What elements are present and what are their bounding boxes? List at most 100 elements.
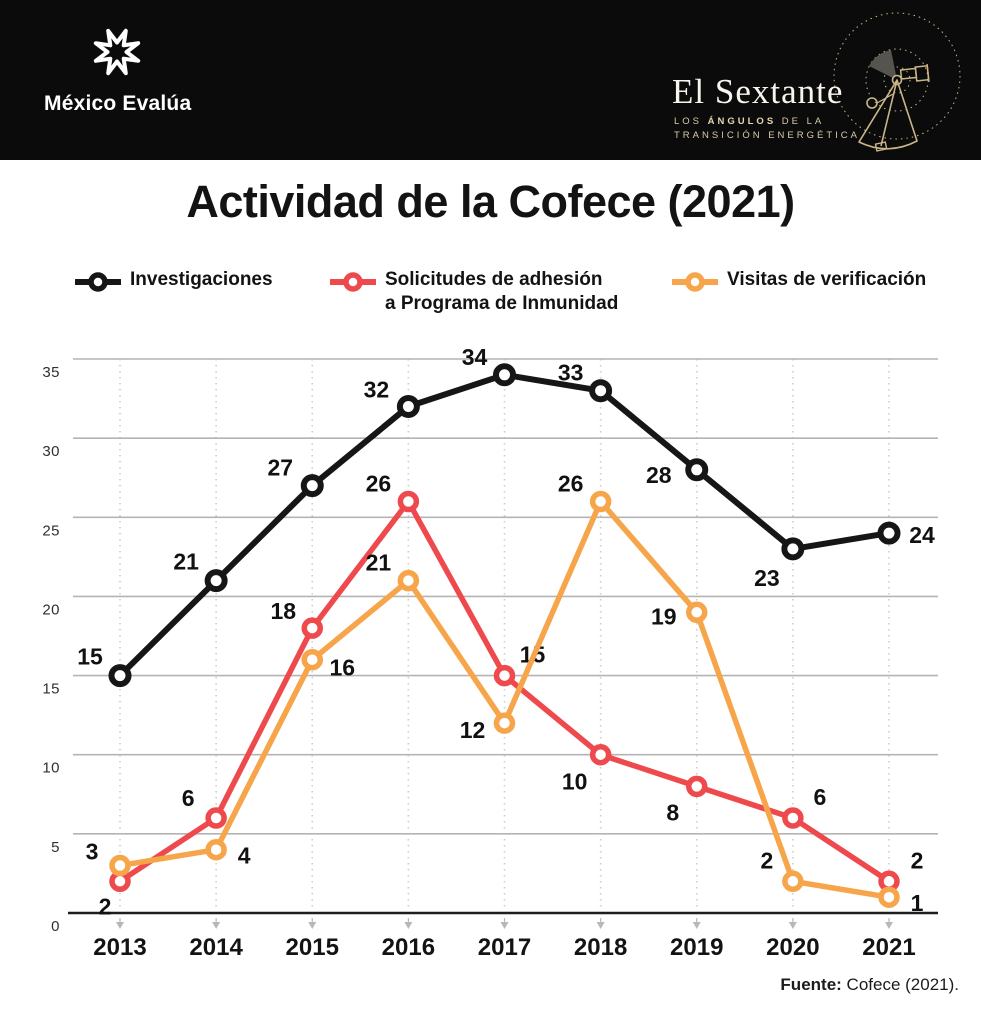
legend-label: Solicitudes de adhesión a Programa de In… xyxy=(385,269,619,314)
data-label: 18 xyxy=(270,598,296,624)
data-point xyxy=(108,664,132,688)
legend-label: Investigaciones xyxy=(130,269,273,290)
mexico-evalua-logo: México Evalúa xyxy=(44,26,191,116)
data-point xyxy=(878,886,900,908)
chart-legend: Investigaciones Solicitudes de adhesión … xyxy=(0,268,981,330)
data-point xyxy=(493,363,516,387)
data-label: 4 xyxy=(238,843,251,869)
data-point xyxy=(397,490,420,513)
data-label: 34 xyxy=(462,344,488,370)
data-label: 10 xyxy=(562,769,588,795)
el-sextante-logo: El Sextante LOS ÁNGULOS DE LA TRANSICIÓN… xyxy=(660,0,981,160)
data-point xyxy=(109,854,131,877)
y-tick-label: 5 xyxy=(51,839,60,856)
x-tick-label: 2013 xyxy=(93,934,146,961)
data-label: 2 xyxy=(760,847,773,873)
sextante-subtitle: LOS ÁNGULOS DE LA TRANSICIÓN ENERGÉTICA xyxy=(674,115,860,143)
data-label: 2 xyxy=(911,847,924,873)
sextante-title: El Sextante xyxy=(672,72,844,111)
data-label: 32 xyxy=(364,376,390,402)
data-label: 8 xyxy=(666,799,679,825)
y-tick-label: 30 xyxy=(42,443,60,460)
data-label: 15 xyxy=(77,644,103,670)
data-point xyxy=(397,569,420,592)
x-tick-arrow-icon xyxy=(308,922,317,929)
source-text: Cofece (2021). xyxy=(841,975,959,994)
data-label: 24 xyxy=(909,522,935,548)
legend-marker-red-icon xyxy=(330,272,376,292)
sextante-emblem-icon xyxy=(833,12,961,152)
x-tick-arrow-icon xyxy=(500,922,509,929)
data-point xyxy=(685,458,709,482)
data-label: 6 xyxy=(813,784,826,810)
data-point xyxy=(686,775,708,798)
page-title: Actividad de la Cofece (2021) xyxy=(186,176,795,227)
data-point xyxy=(301,617,323,639)
subtitle-line2: TRANSICIÓN ENERGÉTICA xyxy=(674,129,860,141)
data-label: 6 xyxy=(182,785,195,811)
data-point xyxy=(493,712,516,734)
subtitle-line1: LOS ÁNGULOS DE LA xyxy=(674,116,825,127)
x-tick-arrow-icon xyxy=(692,922,701,929)
legend-marker-black-icon xyxy=(75,272,121,292)
data-label: 12 xyxy=(460,717,486,743)
data-point xyxy=(589,490,612,513)
data-point xyxy=(781,537,805,561)
x-tick-label: 2016 xyxy=(382,934,435,961)
header-bar: México Evalúa El Sextante LOS ÁNGULOS DE… xyxy=(0,0,981,160)
data-label: 27 xyxy=(267,455,293,481)
x-tick-label: 2019 xyxy=(670,934,723,961)
y-tick-label: 20 xyxy=(42,601,60,618)
x-tick-arrow-icon xyxy=(885,922,893,929)
data-label: 2 xyxy=(99,893,112,919)
y-tick-label: 0 xyxy=(51,918,60,935)
x-tick-arrow-icon xyxy=(404,922,413,929)
x-tick-label: 2015 xyxy=(286,934,339,961)
x-tick-arrow-icon xyxy=(116,922,124,929)
data-label: 26 xyxy=(366,470,392,496)
data-point xyxy=(589,379,613,403)
x-tick-label: 2017 xyxy=(478,934,531,961)
legend-item-visitas: Visitas de verificación xyxy=(672,268,926,292)
data-point xyxy=(589,743,612,766)
legend-label: Visitas de verificación xyxy=(727,269,927,290)
x-tick-arrow-icon xyxy=(596,922,605,929)
y-tick-label: 10 xyxy=(42,760,60,777)
data-point xyxy=(204,569,228,593)
data-label: 16 xyxy=(329,655,355,681)
data-label: 33 xyxy=(558,360,584,386)
legend-item-solicitudes: Solicitudes de adhesión a Programa de In… xyxy=(330,268,618,316)
data-label: 26 xyxy=(558,470,584,496)
data-label: 23 xyxy=(754,565,780,591)
legend-marker-orange-icon xyxy=(672,272,718,292)
data-label: 3 xyxy=(86,839,99,865)
data-point xyxy=(686,601,708,624)
data-point xyxy=(205,838,227,861)
data-label: 21 xyxy=(366,550,392,576)
data-point xyxy=(301,648,323,671)
data-point xyxy=(396,395,420,418)
x-tick-label: 2021 xyxy=(862,934,915,961)
x-tick-arrow-icon xyxy=(788,922,797,929)
data-label: 1 xyxy=(911,890,924,916)
y-tick-label: 15 xyxy=(42,681,60,698)
y-tick-label: 35 xyxy=(42,364,60,381)
data-point xyxy=(205,807,227,829)
source-label: Fuente: xyxy=(780,975,842,994)
data-label: 21 xyxy=(173,549,199,575)
data-point xyxy=(782,870,804,893)
legend-item-investigaciones: Investigaciones xyxy=(75,268,273,292)
data-point xyxy=(493,664,516,687)
source-note: Fuente: Cofece (2021). xyxy=(780,975,959,995)
data-point xyxy=(877,521,901,545)
data-point xyxy=(300,474,324,498)
eight-point-star-icon xyxy=(93,28,141,76)
data-label: 28 xyxy=(646,462,672,488)
data-point xyxy=(782,807,804,829)
x-tick-label: 2018 xyxy=(574,934,627,961)
x-tick-label: 2020 xyxy=(766,934,819,961)
data-label: 19 xyxy=(651,603,677,629)
x-tick-arrow-icon xyxy=(212,922,221,929)
y-tick-label: 25 xyxy=(42,522,60,539)
